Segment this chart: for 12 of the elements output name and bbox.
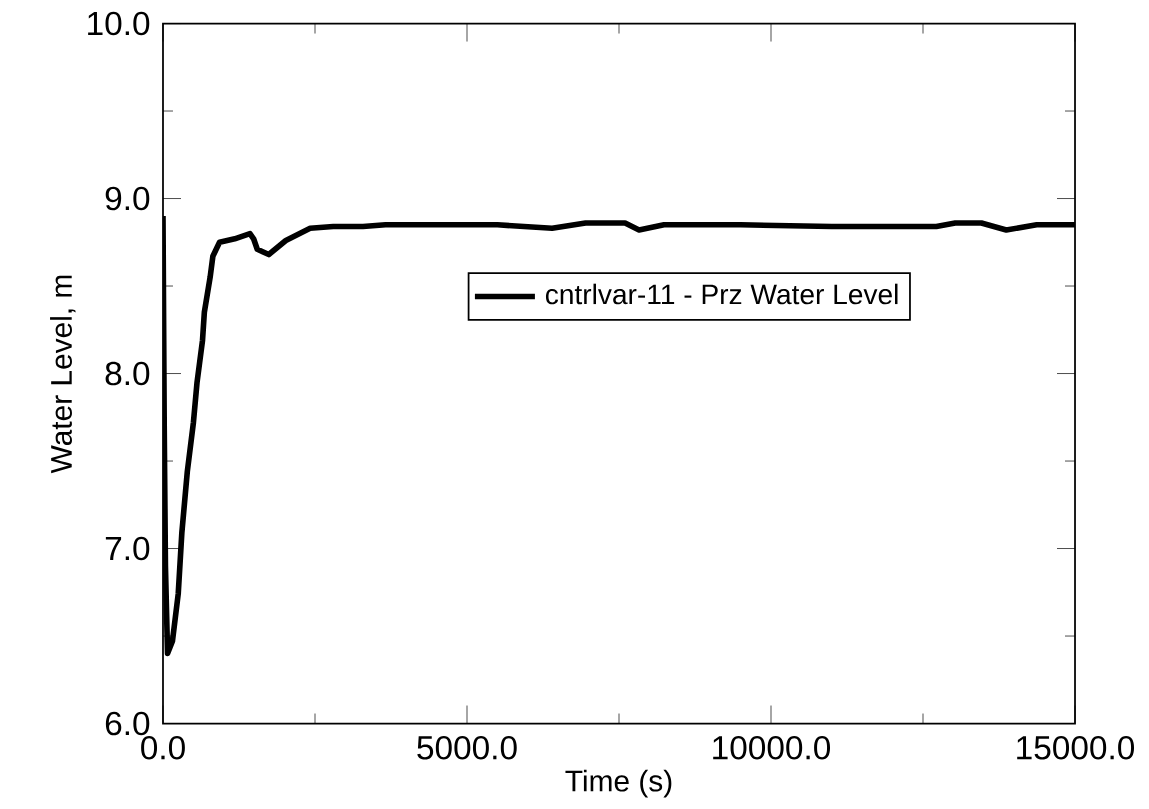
- x-tick-label: 5000.0: [417, 735, 517, 760]
- y-tick-label: 8.0: [105, 361, 150, 386]
- x-tick-label: 10000.0: [713, 735, 831, 760]
- x-tick-label: 0.0: [141, 735, 185, 760]
- y-axis-title: Water Level, m: [50, 275, 76, 474]
- x-axis-title: Time (s): [565, 769, 672, 798]
- y-tick-label: 6.0: [105, 711, 150, 736]
- legend-label: cntrlvar-11 - Prz Water Level: [545, 283, 898, 305]
- y-tick-label: 7.0: [105, 536, 150, 561]
- x-tick-label: 15000.0: [1017, 735, 1135, 760]
- y-tick-label: 9.0: [105, 186, 150, 211]
- y-tick-label: 10.0: [88, 11, 150, 36]
